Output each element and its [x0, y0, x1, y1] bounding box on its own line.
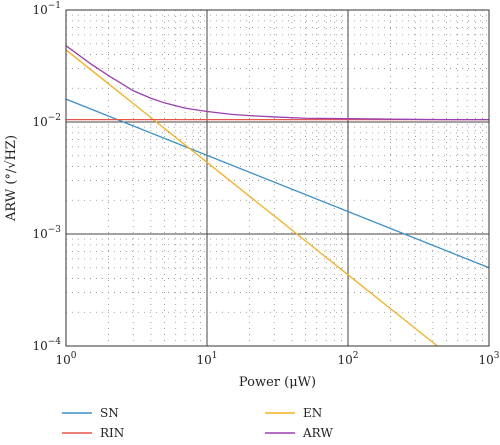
series-arw-line [65, 45, 489, 121]
y-axis-label: ARW (°/√HZ) [4, 135, 19, 222]
legend-en-label: EN [303, 406, 322, 420]
legend-sn-label: SN [100, 406, 119, 420]
x-tick-label: 101 [196, 351, 217, 367]
series-group [65, 45, 490, 347]
legend-rin-label: RIN [100, 426, 124, 440]
grid [66, 10, 489, 346]
y-tick-label: 10−4 [32, 337, 61, 353]
x-tick-label: 102 [337, 351, 358, 367]
series-sn-line [65, 98, 490, 269]
x-tick-label: 103 [478, 351, 499, 367]
x-axis-label: Power (μW) [239, 375, 316, 390]
y-tick-label: 10−2 [32, 113, 61, 129]
series-en-line [65, 49, 438, 347]
x-tick-label: 100 [55, 351, 76, 367]
tick-labels: 100 101 102 103 10−4 10−3 10−2 10−1 [32, 1, 499, 367]
legend: SN EN RIN ARW [62, 406, 333, 440]
legend-arw-label: ARW [302, 426, 333, 440]
plot-frame [65, 9, 490, 347]
y-tick-label: 10−3 [32, 225, 61, 241]
y-tick-label: 10−1 [32, 1, 61, 17]
